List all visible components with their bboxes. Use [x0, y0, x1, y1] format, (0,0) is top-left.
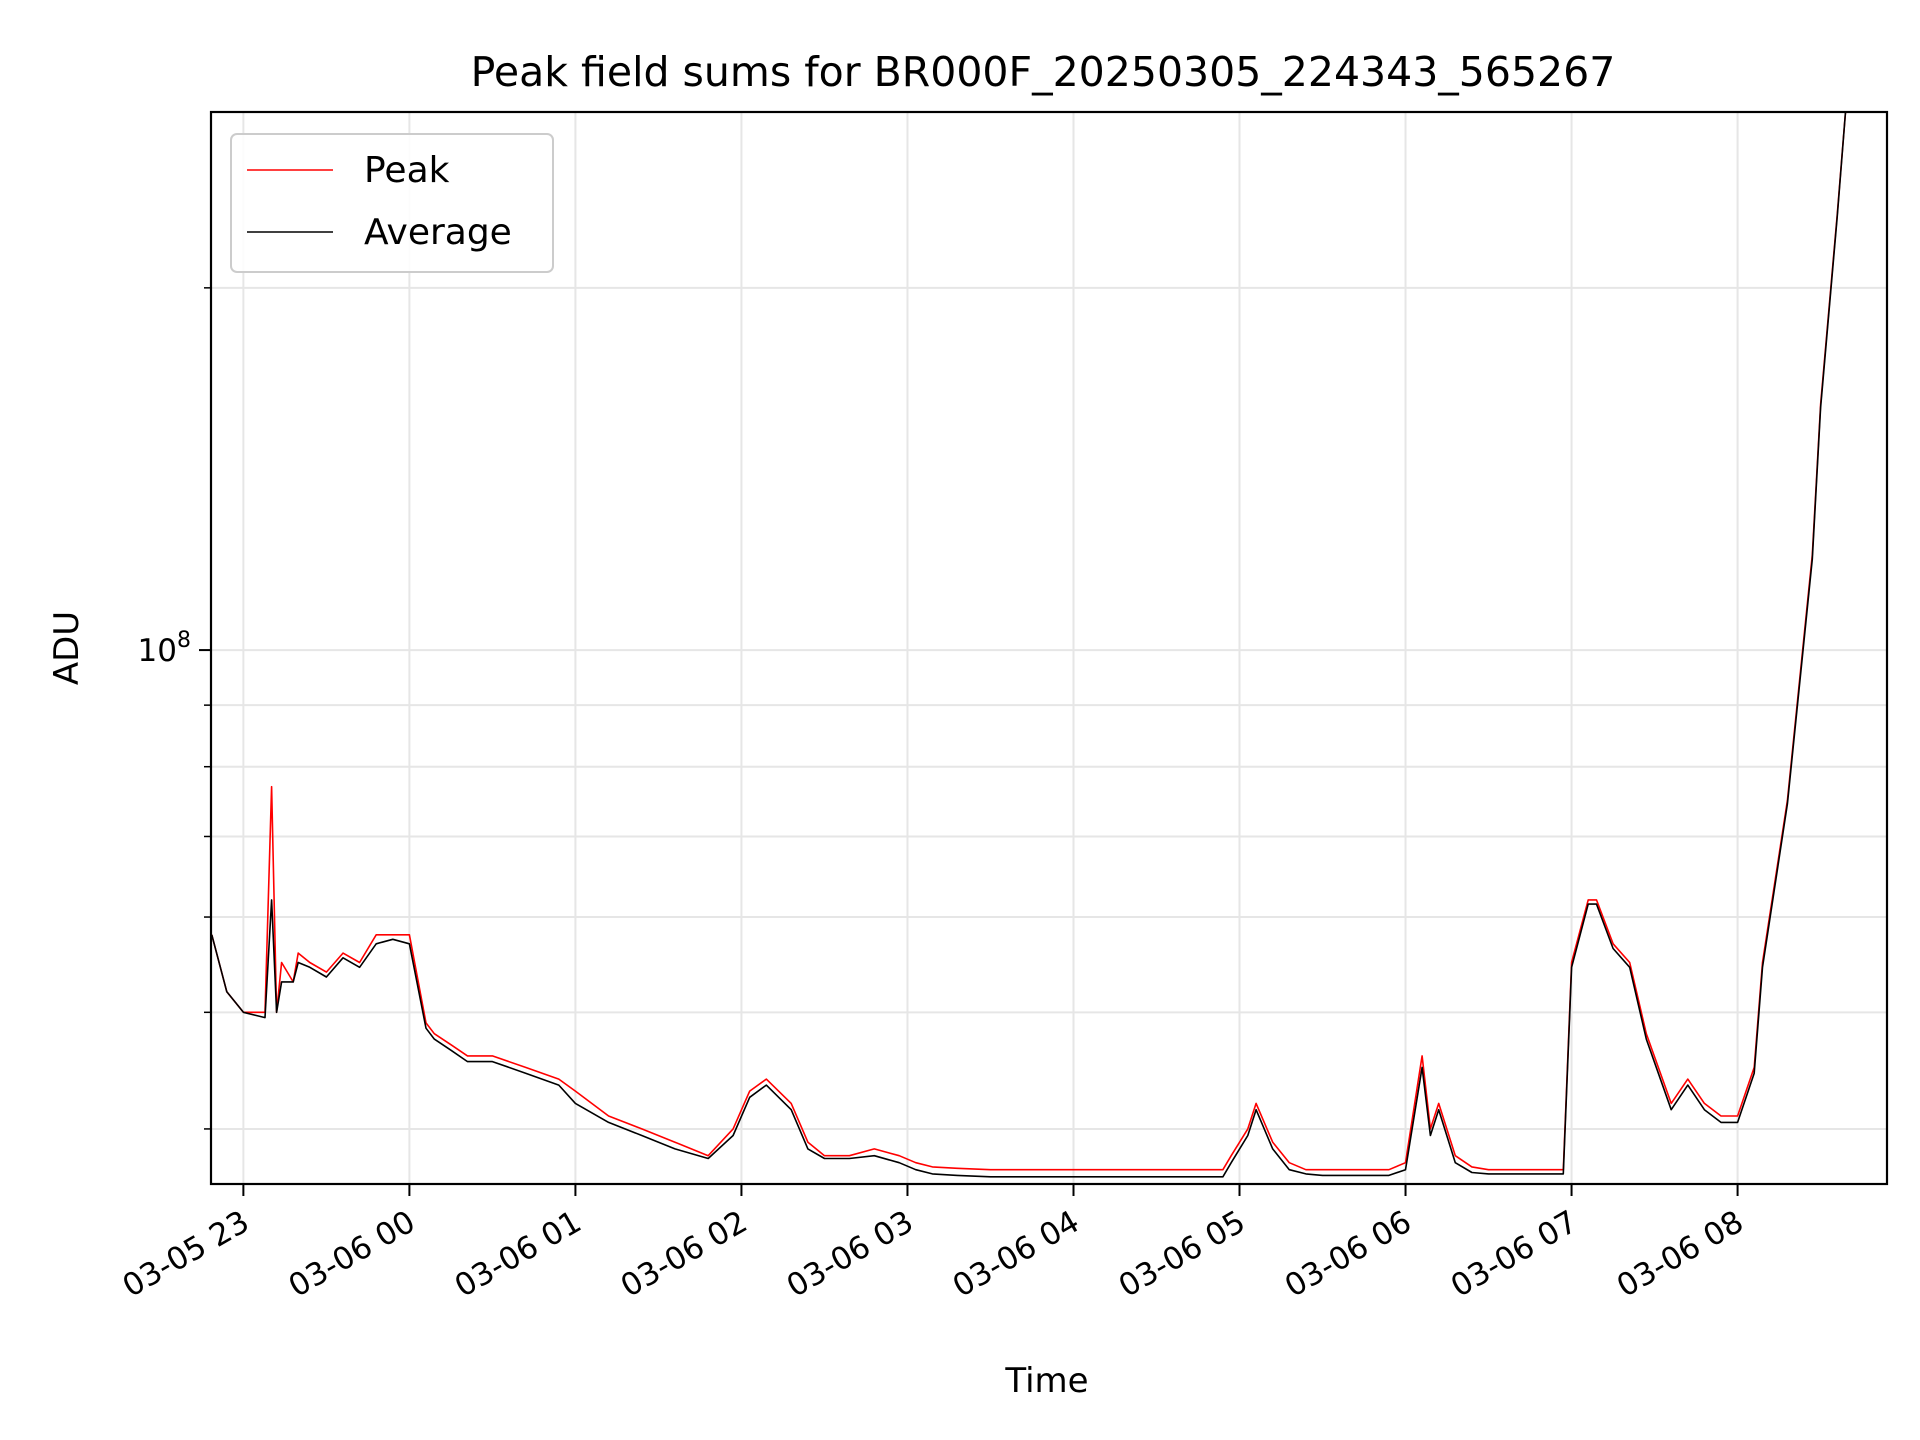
legend-box	[230, 133, 554, 273]
legend-label-peak: Peak	[364, 150, 450, 191]
y-axis: 108	[138, 287, 211, 1130]
legend: Peak Average	[230, 133, 554, 273]
series-line-average	[211, 112, 1847, 1178]
series-line-peak	[211, 112, 1847, 1171]
plot-frame	[209, 110, 1889, 1186]
series-layer	[211, 112, 1847, 1178]
chart-title: Peak field sums for BR000F_20250305_2243…	[471, 48, 1616, 96]
x-axis-label: Time	[1004, 1361, 1088, 1401]
y-tick-label: 108	[138, 628, 191, 669]
legend-label-average: Average	[364, 212, 512, 253]
grid	[211, 112, 1887, 1184]
y-axis-label: ADU	[47, 611, 87, 685]
